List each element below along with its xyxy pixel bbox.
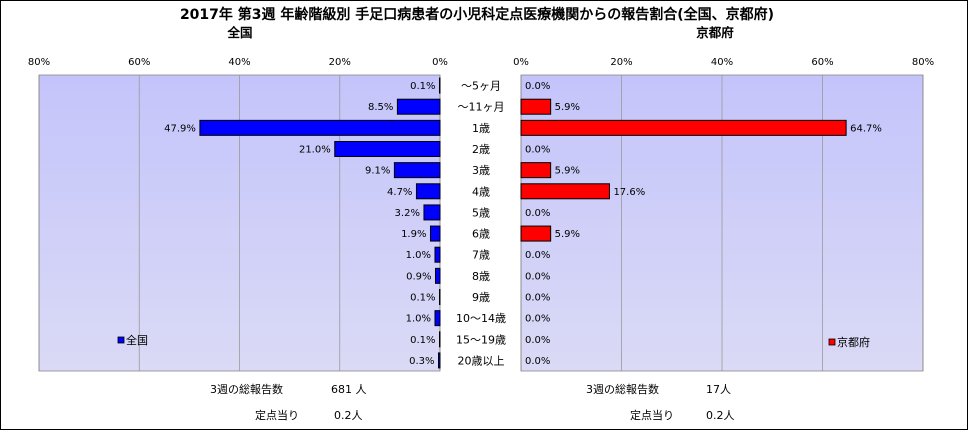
bar-national <box>429 225 441 242</box>
summary-national-per-value: 0.2人 <box>334 409 363 422</box>
data-label-national: 47.9% <box>164 123 196 134</box>
tick-label-kyoto: 60% <box>811 57 833 68</box>
bar-national <box>434 310 441 327</box>
category-labels: ～5ヶ月 ～11ヶ月 1歳 2歳 3歳 4歳 5歳 6歳 7歳 8歳 9歳 10～14歳 15～19歳 2… <box>456 80 506 368</box>
summary-kyoto-total-value: 17人 <box>706 383 731 396</box>
data-label-kyoto: 0.0% <box>525 81 550 92</box>
bar-national <box>438 289 441 305</box>
data-label-kyoto: 0.0% <box>525 293 550 304</box>
bar-kyoto <box>520 119 847 136</box>
data-label-national: 1.0% <box>406 314 431 325</box>
category-label: 2歳 <box>472 143 490 156</box>
summary-kyoto: 3週の総報告数 17人 定点当り 0.2人 <box>586 382 735 422</box>
summary-kyoto-total-label: 3週の総報告数 <box>586 382 659 396</box>
tick-label-national: 0% <box>432 57 448 68</box>
legend-label-national: 全国 <box>126 333 148 347</box>
category-label: 5歳 <box>472 206 490 219</box>
bar-national <box>199 119 441 136</box>
bar-national <box>415 183 441 200</box>
category-label: 6歳 <box>472 228 490 241</box>
data-label-national: 8.5% <box>368 102 393 113</box>
data-label-kyoto: 0.0% <box>525 271 550 282</box>
category-label: 3歳 <box>472 164 490 177</box>
tick-label-kyoto: 0% <box>513 57 529 68</box>
category-label: 8歳 <box>472 270 490 283</box>
data-label-national: 0.1% <box>410 293 435 304</box>
legend-swatch-national <box>117 336 125 344</box>
bar-kyoto <box>520 183 610 200</box>
data-label-kyoto: 5.9% <box>555 229 580 240</box>
legend-swatch-kyoto <box>828 338 836 346</box>
chart-title: 2017年 第3週 年齢階級別 手足口病患者の小児科定点医療機関からの報告割合(… <box>180 6 774 23</box>
summary-kyoto-per-value: 0.2人 <box>706 409 735 422</box>
category-label: 9歳 <box>472 291 490 304</box>
bar-national <box>334 141 441 157</box>
data-label-national: 4.7% <box>387 187 412 198</box>
plot-area-national: 80% 60% 40% 20% 0% 0.1% 8.5% 47.9% 21.0% 9.1% 4.7%… <box>28 57 448 372</box>
panel-title-national: 全国 <box>226 25 252 40</box>
data-label-national: 0.9% <box>406 271 431 282</box>
category-label: ～11ヶ月 <box>458 101 505 114</box>
data-label-kyoto: 0.0% <box>525 145 550 156</box>
tick-label-kyoto: 80% <box>912 57 934 68</box>
data-label-kyoto: 5.9% <box>555 102 580 113</box>
summary-national-total-label: 3週の総報告数 <box>210 382 283 396</box>
category-label: 1歳 <box>472 122 490 135</box>
bar-national <box>437 352 441 369</box>
category-label: 20歳以上 <box>458 354 505 367</box>
bar-national <box>438 331 441 348</box>
category-label: 10～14歳 <box>456 312 506 325</box>
tick-label-kyoto: 20% <box>610 57 632 68</box>
category-label: ～5ヶ月 <box>461 80 501 93</box>
bar-national <box>393 162 441 179</box>
category-label: 4歳 <box>472 185 490 198</box>
bar-kyoto <box>520 162 552 179</box>
plot-area-kyoto: 0% 20% 40% 60% 80% 0.0% 5.9% 64.7% 0.0% 5.9% 17.6%… <box>513 57 934 372</box>
legend-national: 全国 <box>117 333 148 347</box>
tick-label-national: 80% <box>28 57 50 68</box>
data-label-national: 0.3% <box>409 356 434 367</box>
bar-national <box>396 98 441 115</box>
legend-kyoto: 京都府 <box>828 335 870 349</box>
data-label-kyoto: 5.9% <box>555 166 580 177</box>
data-label-national: 0.1% <box>410 335 435 346</box>
data-label-national: 3.2% <box>395 208 420 219</box>
tick-label-national: 60% <box>128 57 150 68</box>
data-label-kyoto: 64.7% <box>850 123 882 134</box>
bar-kyoto <box>520 225 552 242</box>
tick-label-kyoto: 40% <box>711 57 733 68</box>
bar-national <box>423 204 441 221</box>
category-label: 15～19歳 <box>456 333 506 346</box>
data-label-kyoto: 0.0% <box>525 314 550 325</box>
data-label-national: 9.1% <box>365 166 390 177</box>
data-label-kyoto: 0.0% <box>525 356 550 367</box>
bar-national <box>434 267 441 284</box>
category-label: 7歳 <box>472 249 490 262</box>
data-label-kyoto: 0.0% <box>525 208 550 219</box>
data-label-kyoto: 0.0% <box>525 250 550 261</box>
summary-national-total-value: 681 人 <box>331 383 367 396</box>
bar-kyoto <box>520 98 552 115</box>
data-label-national: 0.1% <box>410 81 435 92</box>
data-label-national: 1.0% <box>406 250 431 261</box>
bar-national <box>438 77 441 94</box>
panel-title-kyoto: 京都府 <box>696 25 734 40</box>
summary-national: 3週の総報告数 681 人 定点当り 0.2人 <box>210 382 367 422</box>
legend-label-kyoto: 京都府 <box>837 335 870 349</box>
data-label-kyoto: 17.6% <box>613 187 645 198</box>
data-label-kyoto: 0.0% <box>525 335 550 346</box>
bar-national <box>434 246 441 263</box>
summary-national-per-label: 定点当り <box>255 408 299 422</box>
tick-label-national: 40% <box>228 57 250 68</box>
data-label-national: 1.9% <box>401 229 426 240</box>
data-label-national: 21.0% <box>299 145 331 156</box>
summary-kyoto-per-label: 定点当り <box>630 408 674 422</box>
tick-label-national: 20% <box>329 57 351 68</box>
